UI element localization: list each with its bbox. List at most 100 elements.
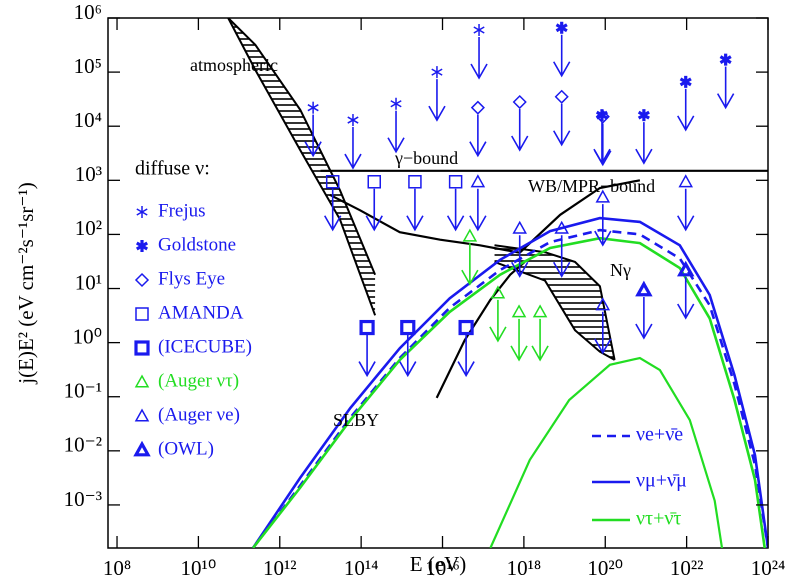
limit-marker [136, 206, 148, 218]
limit-arrow [428, 79, 446, 122]
limit-arrow [677, 276, 695, 320]
band-upper-edge [227, 18, 377, 276]
limit-arrow [489, 299, 507, 343]
limit-arrow [324, 188, 342, 232]
curve [489, 356, 724, 548]
limit-marker [511, 304, 527, 318]
limit-arrow [531, 318, 549, 362]
y-tick-label: 10⁶ [74, 0, 102, 24]
limit-marker [462, 228, 478, 242]
limit-arrow [677, 188, 695, 232]
limit-marker [595, 297, 611, 311]
limit-arrow [553, 34, 571, 78]
limit-marker [678, 174, 693, 188]
series-line [251, 236, 766, 548]
limit-arrow [553, 235, 571, 278]
limit-arrow [677, 88, 695, 132]
limit-arrow [406, 188, 424, 232]
curve-label: WB/MPR−bound [528, 176, 655, 196]
limit-arrow [304, 114, 322, 158]
limit-marker [458, 319, 474, 336]
curve [435, 261, 526, 399]
x-tick-label: 10⁸ [103, 556, 131, 578]
limit-arrow [511, 109, 529, 152]
limit-arrow [358, 334, 376, 378]
limit-arrow [594, 311, 612, 355]
limit-marker [134, 340, 150, 356]
plot-area [227, 18, 768, 548]
limit-arrow [344, 127, 362, 170]
x-tick-label: 10¹⁰ [181, 556, 217, 578]
y-tick-label: 10⁻¹ [64, 379, 102, 403]
limit-arrow [553, 103, 571, 147]
legend-heading: diffuse ν: [135, 158, 210, 180]
legend-label: Goldstone [158, 234, 236, 255]
limit-marker [134, 374, 150, 388]
limit-arrow [635, 296, 653, 340]
x-tick-label: 10¹⁴ [344, 556, 379, 578]
band-fill [494, 245, 615, 360]
limit-arrow [457, 334, 475, 378]
x-tick-label: 10¹⁸ [507, 556, 542, 578]
legend-label: νμ+ν̄μ [636, 470, 687, 492]
limit-marker [677, 260, 695, 277]
legend-label: Flys Eye [158, 268, 225, 289]
limit-marker [637, 109, 650, 122]
legend-label: AMANDA [158, 302, 244, 323]
limit-arrow [469, 114, 487, 158]
series-line [251, 228, 768, 548]
limit-marker [431, 66, 443, 79]
limit-marker [134, 272, 150, 288]
y-tick-label: 10¹ [75, 270, 102, 294]
limit-marker [719, 53, 732, 66]
band-upper-edge [494, 244, 616, 361]
limit-marker [134, 408, 150, 422]
band-lower-edge [227, 18, 377, 316]
x-tick-label: 10²⁴ [751, 556, 786, 578]
limit-arrow [716, 66, 735, 110]
band-lower-edge [494, 260, 616, 361]
limit-arrow [469, 188, 487, 232]
limit-marker [490, 285, 506, 299]
y-tick-label: 10⁻² [64, 433, 102, 457]
limit-arrow [387, 110, 405, 154]
limit-arrow [399, 334, 417, 378]
limit-marker [367, 175, 382, 189]
limit-marker [473, 24, 485, 37]
limit-marker [554, 89, 569, 104]
x-tick-label: 10²² [670, 556, 704, 578]
legend-label: ντ+ν̄τ [636, 508, 681, 530]
y-tick-label: 10⁰ [73, 324, 102, 348]
limit-marker [512, 94, 527, 110]
limit-marker [135, 240, 149, 252]
annotation: SLBY [333, 410, 379, 430]
limit-arrow [365, 188, 383, 232]
limit-marker [408, 175, 422, 189]
curve [329, 179, 641, 254]
x-tick-label: 10¹² [263, 556, 297, 578]
limit-marker [359, 319, 375, 336]
x-axis-title: E (eV) [410, 552, 467, 576]
limit-marker [390, 97, 402, 110]
x-tick-label: 10¹⁶ [425, 556, 460, 578]
y-tick-label: 10⁻³ [64, 487, 102, 511]
limit-marker [635, 280, 653, 297]
plot-frame [107, 17, 769, 549]
limit-arrow [446, 188, 465, 232]
limit-arrow [510, 318, 528, 362]
legend-label: νe+ν̄e [636, 424, 683, 446]
curve-label: γ−bound [394, 148, 458, 168]
limit-marker [512, 220, 527, 234]
limit-marker [347, 114, 359, 127]
limit-arrow [511, 235, 529, 278]
limit-marker [135, 307, 149, 321]
limit-marker [679, 75, 692, 88]
y-tick-label: 10⁴ [74, 108, 102, 132]
curve-label: Nγ [610, 260, 631, 280]
y-axis-title: j(E)E² (eV cm⁻²s⁻¹sr⁻¹) [14, 182, 38, 385]
limit-marker [307, 101, 319, 114]
legend-label: (Auger νe) [158, 404, 240, 425]
limit-marker [133, 440, 151, 457]
